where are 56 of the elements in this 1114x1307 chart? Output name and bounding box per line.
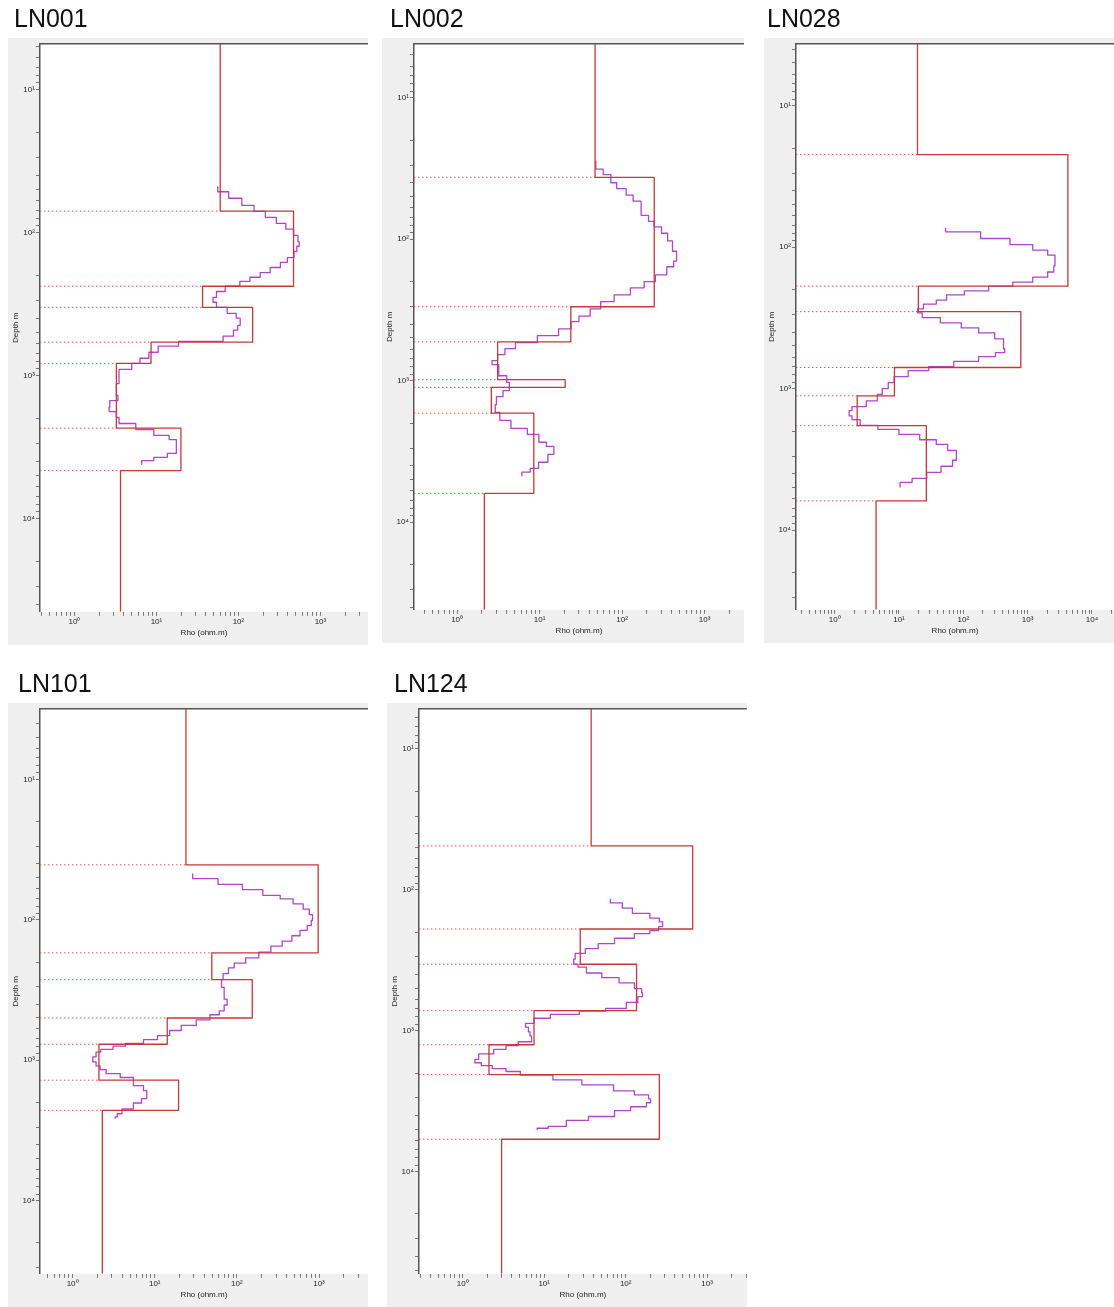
x-tick-label: 10⁰ — [828, 614, 841, 624]
x-axis-title: Rho (ohm.m) — [555, 626, 603, 636]
chart-title: LN001 — [14, 3, 88, 33]
x-tick-label: 10⁰ — [66, 1278, 79, 1288]
y-tick-label: 10³ — [779, 383, 792, 393]
chart-title: LN101 — [18, 668, 92, 698]
y-tick-label: 10¹ — [397, 92, 410, 102]
y-tick-label: 10⁴ — [22, 1195, 36, 1205]
y-tick-label: 10² — [397, 234, 410, 244]
x-tick-label: 10² — [231, 1278, 243, 1288]
x-tick-label: 10² — [619, 1278, 632, 1288]
y-tick-label: 10¹ — [402, 744, 415, 754]
chart-title: LN002 — [390, 3, 464, 33]
y-tick-label: 10¹ — [23, 774, 36, 784]
y-tick-label: 10² — [23, 914, 36, 924]
chart-title: LN028 — [767, 3, 841, 33]
x-tick-label: 10³ — [314, 616, 327, 626]
y-axis-title: Depth m — [767, 311, 776, 342]
x-tick-label: 10¹ — [533, 614, 546, 624]
x-axis-title: Rho (ohm.m) — [180, 1290, 228, 1300]
x-tick-label: 10² — [957, 614, 970, 624]
y-tick-label: 10⁴ — [401, 1166, 415, 1176]
y-axis-title: Depth m — [11, 975, 20, 1007]
x-axis-title: Rho (ohm.m) — [931, 626, 979, 636]
y-tick-label: 10⁴ — [22, 513, 36, 523]
x-tick-label: 10⁰ — [456, 1278, 469, 1288]
x-axis-title: Rho (ohm.m) — [180, 628, 228, 638]
x-tick-label: 10³ — [701, 1278, 714, 1288]
x-tick-label: 10¹ — [538, 1278, 551, 1288]
x-tick-label: 10⁴ — [1085, 614, 1099, 624]
x-tick-label: 10⁰ — [68, 616, 81, 626]
chart-title: LN124 — [394, 668, 468, 698]
y-tick-label: 10³ — [397, 375, 410, 385]
y-tick-label: 10³ — [23, 370, 36, 380]
x-tick-label: 10² — [232, 616, 245, 626]
y-tick-label: 10³ — [402, 1025, 415, 1035]
y-tick-label: 10¹ — [23, 84, 36, 94]
x-tick-label: 10⁰ — [451, 614, 464, 624]
y-tick-label: 10⁴ — [396, 517, 410, 527]
y-axis-title: Depth m — [11, 312, 20, 343]
x-tick-label: 10³ — [698, 614, 711, 624]
x-axis-title: Rho (ohm.m) — [559, 1290, 607, 1300]
x-tick-label: 10³ — [1021, 614, 1034, 624]
x-tick-label: 10² — [616, 614, 629, 624]
y-tick-label: 10¹ — [779, 100, 792, 110]
x-tick-label: 10¹ — [148, 1278, 161, 1288]
y-tick-label: 10² — [402, 884, 415, 894]
y-axis-title: Depth m — [390, 975, 399, 1007]
x-tick-label: 10³ — [313, 1278, 326, 1288]
y-tick-label: 10³ — [23, 1055, 36, 1065]
y-tick-label: 10² — [779, 242, 792, 252]
x-tick-label: 10¹ — [150, 616, 163, 626]
x-tick-label: 10¹ — [893, 614, 906, 624]
y-axis-title: Depth m — [385, 311, 394, 342]
y-tick-label: 10⁴ — [778, 525, 792, 535]
y-tick-label: 10² — [23, 227, 36, 237]
